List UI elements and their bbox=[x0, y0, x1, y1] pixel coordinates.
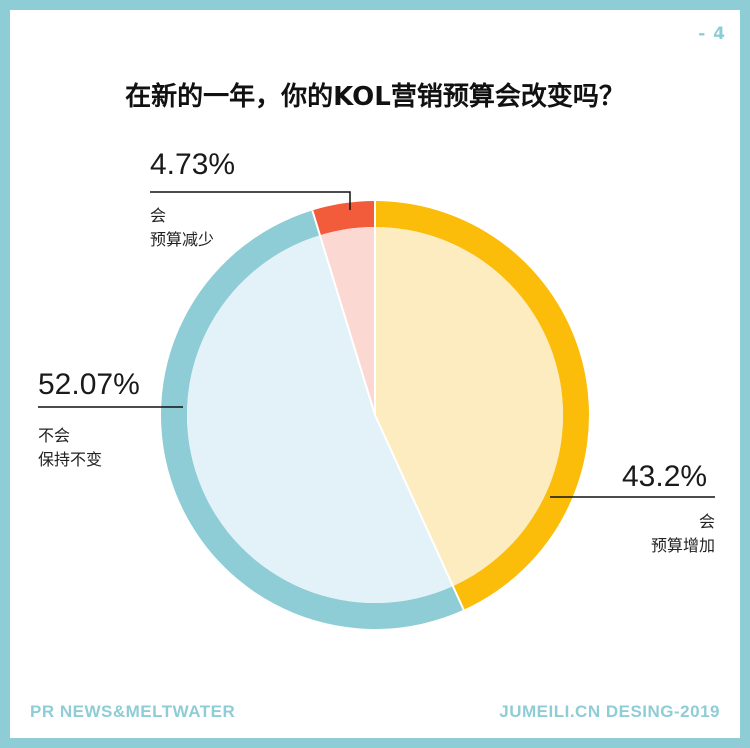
slice-increase-label: 会 预算增加 bbox=[570, 510, 715, 558]
pie-chart bbox=[38, 191, 715, 630]
slice-unchanged-label-line1: 不会 bbox=[38, 426, 71, 445]
slice-separator bbox=[374, 414, 465, 611]
slice-separator bbox=[311, 210, 376, 416]
page-number: - 4 bbox=[698, 24, 726, 44]
chart-title: 在新的一年，你的KOL营销预算会改变吗？ bbox=[125, 82, 625, 112]
slice-unchanged-label-line2: 保持不变 bbox=[38, 450, 103, 469]
slice-increase-percent: 43.2% bbox=[622, 460, 708, 493]
pie-ring-increase bbox=[375, 201, 589, 610]
slice-increase-label-line2: 预算增加 bbox=[650, 536, 715, 555]
slice-unchanged-label: 不会 保持不变 bbox=[38, 424, 102, 472]
pie-ring-decrease bbox=[312, 201, 375, 236]
pie-slice-unchanged bbox=[186, 235, 453, 604]
slice-decrease-label-line2: 预算减少 bbox=[150, 230, 215, 249]
designer-credit: JUMEILI.CN DESING-2019 bbox=[499, 702, 720, 721]
slice-decrease-label-line1: 会 bbox=[150, 206, 167, 225]
leader-line-decrease bbox=[150, 191, 351, 210]
slice-increase-label-line1: 会 bbox=[698, 512, 715, 531]
slice-decrease-label: 会 预算减少 bbox=[150, 204, 214, 252]
source-credit: PR NEWS&MELTWATER bbox=[30, 702, 236, 721]
pie-slice-increase bbox=[375, 227, 563, 587]
slice-unchanged-percent: 52.07% bbox=[38, 368, 140, 401]
slice-decrease-percent: 4.73% bbox=[150, 148, 236, 181]
